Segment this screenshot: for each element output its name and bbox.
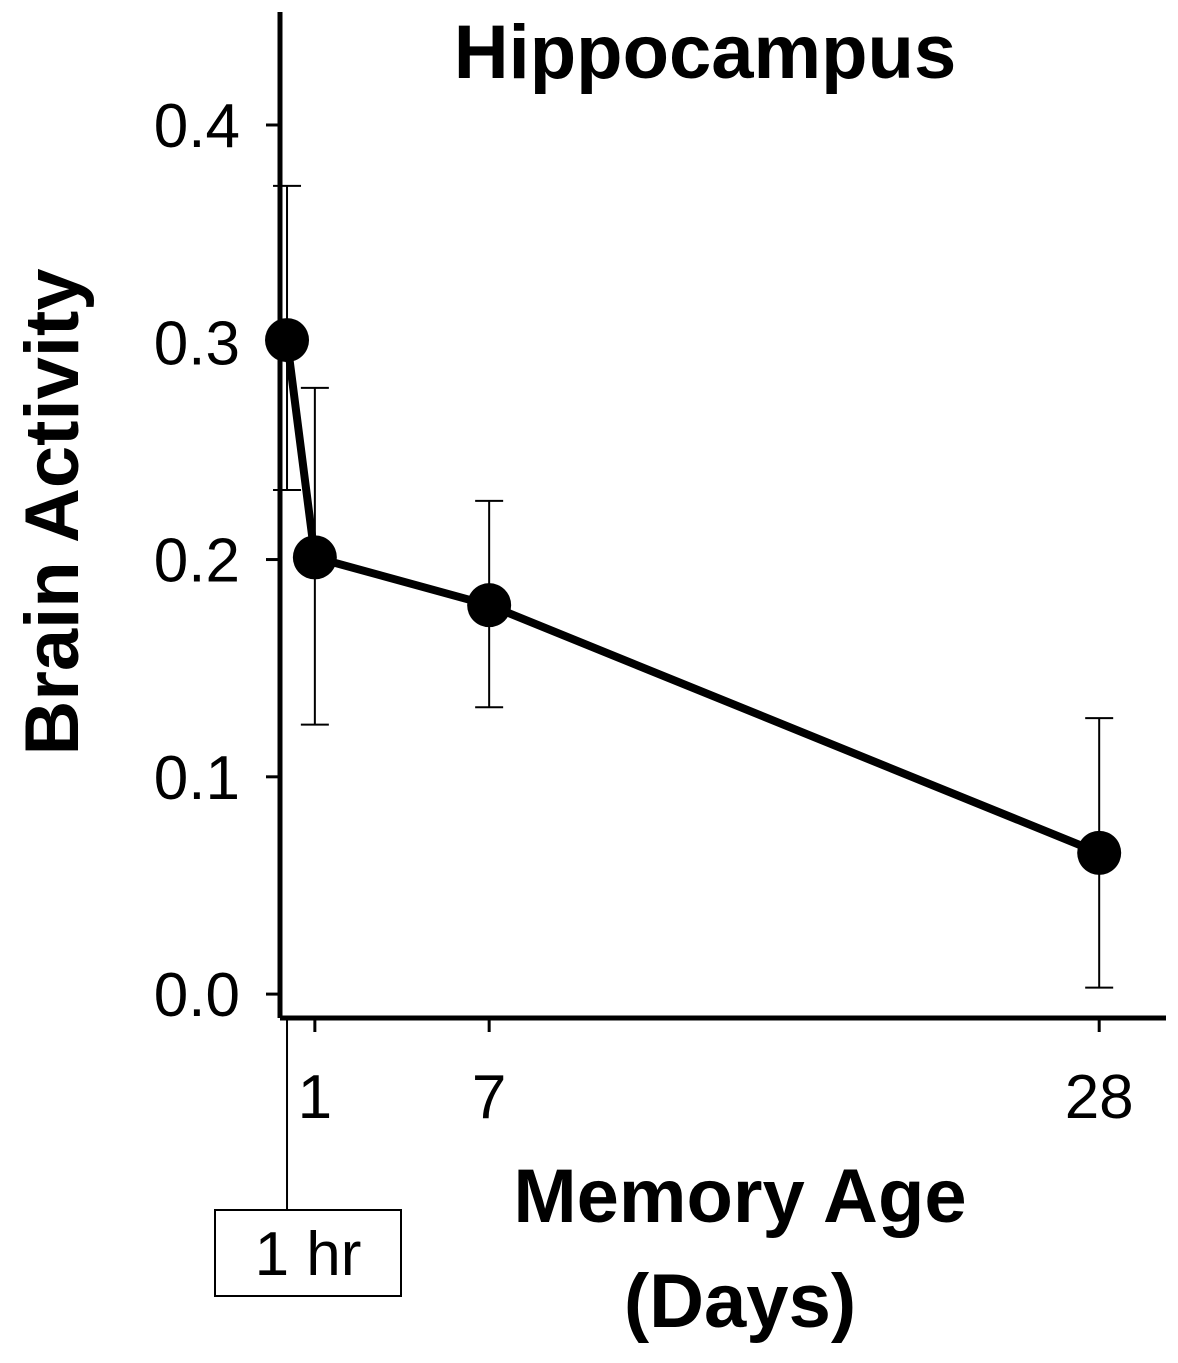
y-tick-label: 0.3 bbox=[154, 309, 240, 378]
callout-box bbox=[214, 1209, 402, 1297]
y-tick-label: 0.1 bbox=[154, 744, 240, 813]
x-tick-label: 1 bbox=[298, 1063, 332, 1132]
y-axis-ticks: 0.0 0.1 0.2 0.3 0.4 bbox=[154, 92, 280, 1030]
x-tick-label: 7 bbox=[472, 1063, 506, 1132]
x-axis-label: Memory Age bbox=[513, 1154, 966, 1239]
x-axis-ticks: 1 7 28 bbox=[298, 1018, 1134, 1132]
y-tick-label: 0.0 bbox=[154, 961, 240, 1030]
axes bbox=[277, 12, 1166, 1021]
series-line bbox=[283, 339, 1101, 857]
y-tick-label: 0.2 bbox=[154, 527, 240, 596]
x-tick-label: 28 bbox=[1065, 1063, 1134, 1132]
error-bars bbox=[273, 184, 1114, 989]
chart-title: Hippocampus bbox=[454, 10, 957, 95]
y-axis-label: Brain Activity bbox=[10, 268, 95, 755]
one-hour-callout: 1 hr bbox=[214, 1018, 402, 1297]
data-point bbox=[265, 318, 310, 363]
x-axis-label-units: (Days) bbox=[624, 1259, 856, 1344]
y-tick-label: 0.4 bbox=[154, 92, 240, 161]
callout-label: 1 hr bbox=[255, 1220, 362, 1289]
data-points bbox=[265, 318, 1122, 875]
data-point bbox=[292, 535, 337, 580]
data-point bbox=[467, 583, 512, 628]
data-point bbox=[1077, 830, 1122, 875]
